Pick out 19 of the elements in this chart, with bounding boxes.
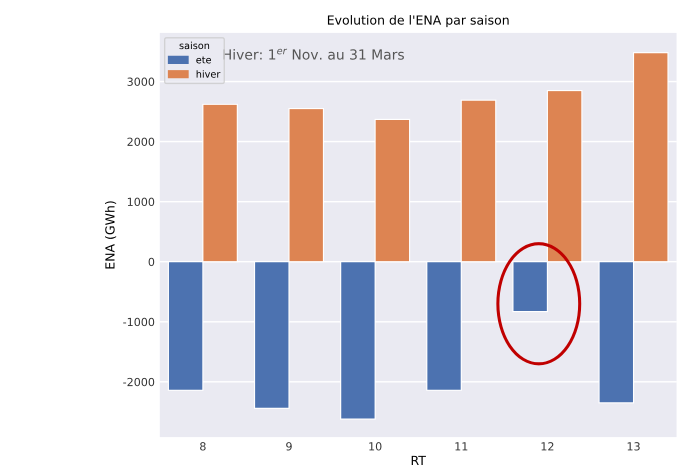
x-tick-label: 9: [286, 442, 292, 451]
y-axis-title: ENA (GWh): [105, 201, 116, 269]
x-tick-label: 8: [200, 442, 206, 451]
legend-title: saison: [180, 42, 210, 50]
y-tick-label: -1000: [123, 318, 154, 326]
y-tick-label: 3000: [128, 78, 154, 86]
x-axis-title: RT: [412, 456, 426, 465]
chart-title: Evolution de l'ENA par saison: [328, 15, 509, 28]
x-tick-label: 13: [628, 442, 640, 451]
x-tick-label: 11: [455, 442, 468, 450]
x-tick-label: 10: [369, 442, 382, 451]
legend-label: hiver: [196, 70, 220, 78]
y-tick-label: 0: [148, 258, 154, 266]
y-tick-label: 1000: [128, 198, 154, 206]
y-tick-label: -2000: [123, 378, 154, 386]
legend-label: ete: [196, 56, 212, 64]
annotation: Hiver: 1$^{er}$ Nov. au 31 Mars: [223, 48, 404, 60]
x-tick-label: 12: [542, 442, 554, 450]
y-tick-label: 2000: [127, 138, 154, 146]
